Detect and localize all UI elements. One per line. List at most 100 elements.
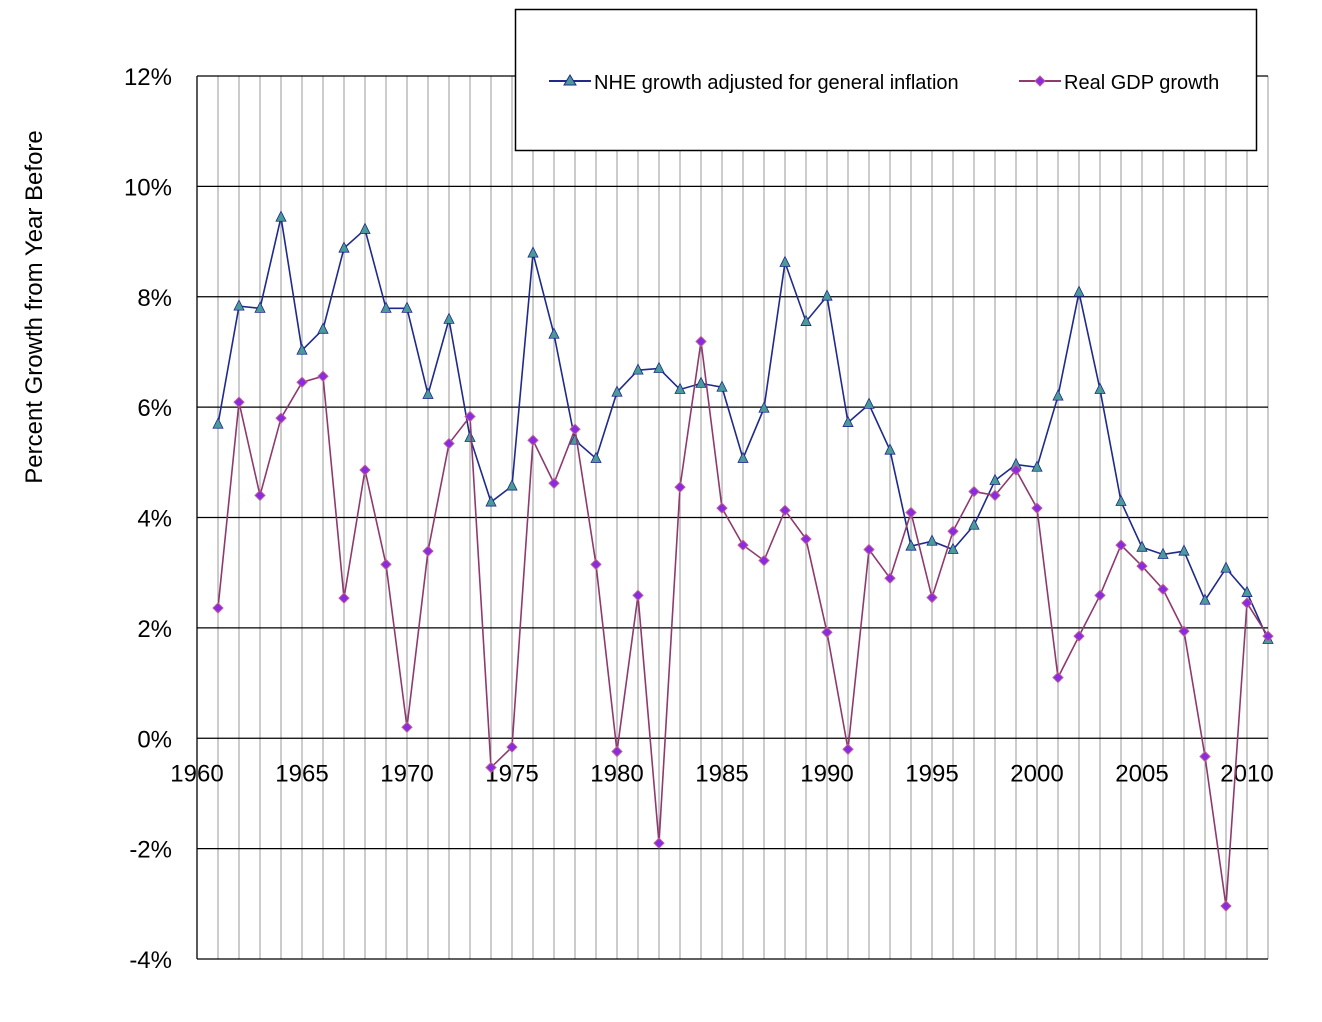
y-tick-label: 2% bbox=[137, 616, 172, 643]
data-point-triangle bbox=[1073, 285, 1085, 297]
data-point-triangle bbox=[296, 343, 308, 355]
data-point-triangle bbox=[590, 451, 602, 463]
data-point-triangle bbox=[1031, 460, 1043, 472]
grid bbox=[196, 75, 1269, 960]
data-point-diamond bbox=[1094, 589, 1106, 602]
data-point-triangle bbox=[359, 222, 371, 234]
data-point-diamond bbox=[926, 591, 938, 604]
data-point-triangle bbox=[338, 241, 350, 253]
data-point-diamond bbox=[674, 481, 686, 493]
data-point-triangle bbox=[863, 397, 875, 409]
data-point-triangle bbox=[1052, 389, 1064, 401]
data-point-triangle bbox=[1199, 593, 1211, 605]
data-point-triangle bbox=[989, 473, 1001, 485]
data-point-diamond bbox=[821, 626, 833, 638]
data-point-diamond bbox=[254, 489, 266, 502]
data-point-diamond bbox=[779, 504, 791, 517]
legend-marker-nhe bbox=[563, 74, 577, 86]
x-tick-label: 1965 bbox=[275, 760, 328, 787]
data-point-diamond bbox=[401, 721, 413, 733]
data-point-diamond bbox=[527, 434, 539, 446]
x-tick-label: 1980 bbox=[590, 760, 643, 787]
data-point-triangle bbox=[506, 479, 518, 491]
data-point-triangle bbox=[926, 534, 938, 546]
data-point-triangle bbox=[1157, 547, 1169, 559]
y-tick-label: 6% bbox=[137, 395, 172, 422]
series-real-gdp-growth bbox=[212, 335, 1274, 912]
data-point-triangle bbox=[548, 327, 560, 339]
x-tick-label: 1995 bbox=[905, 760, 958, 787]
data-point-diamond bbox=[1157, 583, 1169, 595]
data-point-triangle bbox=[1115, 494, 1127, 506]
data-point-diamond bbox=[275, 412, 287, 424]
legend: NHE growth adjusted for general inflatio… bbox=[514, 8, 1258, 152]
x-tick-label: 1960 bbox=[170, 760, 223, 787]
series-layer bbox=[212, 210, 1274, 912]
data-point-triangle bbox=[947, 542, 959, 554]
data-point-triangle bbox=[233, 299, 245, 311]
data-point-diamond bbox=[1220, 900, 1232, 912]
x-tick-labels: 1960 1965 1970 1975 1980 1985 1990 1995 2000 2005… bbox=[170, 760, 1273, 787]
legend-box bbox=[514, 8, 1258, 152]
data-point-triangle bbox=[758, 401, 770, 413]
data-point-triangle bbox=[842, 415, 854, 427]
data-point-triangle bbox=[422, 387, 434, 399]
data-point-triangle bbox=[884, 443, 896, 455]
data-point-diamond bbox=[716, 502, 728, 514]
data-point-diamond bbox=[1241, 597, 1253, 609]
data-point-triangle bbox=[1220, 561, 1232, 573]
data-point-diamond bbox=[1136, 560, 1148, 572]
data-point-diamond bbox=[758, 554, 770, 567]
y-tick-label: 0% bbox=[137, 726, 172, 753]
y-tick-label: 4% bbox=[137, 506, 172, 533]
x-tick-label: 2000 bbox=[1010, 760, 1063, 787]
data-point-diamond bbox=[632, 589, 644, 602]
data-point-diamond bbox=[485, 761, 497, 774]
y-tick-label: -2% bbox=[129, 837, 172, 864]
data-point-diamond bbox=[884, 572, 896, 584]
data-point-triangle bbox=[1241, 585, 1253, 597]
y-tick-labels: -4% -2% 0% 2% 4% 6% 8% 10% 12% bbox=[124, 64, 172, 974]
data-point-diamond bbox=[380, 558, 392, 571]
legend-label-nhe: NHE growth adjusted for general inflatio… bbox=[594, 72, 959, 94]
data-point-diamond bbox=[968, 485, 980, 498]
data-point-diamond bbox=[1115, 539, 1127, 551]
data-point-triangle bbox=[632, 363, 644, 375]
data-point-diamond bbox=[947, 525, 959, 538]
data-point-triangle bbox=[737, 451, 749, 463]
y-axis-label: Percent Growth from Year Before bbox=[21, 130, 48, 484]
x-tick-label: 2010 bbox=[1220, 760, 1273, 787]
legend-label-gdp: Real GDP growth bbox=[1064, 72, 1219, 94]
data-point-diamond bbox=[611, 745, 623, 758]
data-point-triangle bbox=[968, 518, 980, 530]
y-tick-label: -4% bbox=[129, 947, 172, 974]
data-point-diamond bbox=[1052, 671, 1064, 684]
x-tick-label: 1985 bbox=[695, 760, 748, 787]
data-point-diamond bbox=[338, 592, 350, 604]
data-point-diamond bbox=[233, 396, 245, 408]
data-point-triangle bbox=[695, 376, 707, 388]
y-tick-label: 10% bbox=[124, 174, 172, 201]
data-point-triangle bbox=[779, 255, 791, 267]
data-point-diamond bbox=[569, 423, 581, 435]
data-point-diamond bbox=[296, 376, 308, 388]
data-point-diamond bbox=[464, 410, 476, 423]
data-point-triangle bbox=[653, 361, 665, 373]
data-point-triangle bbox=[674, 382, 686, 394]
data-point-diamond bbox=[863, 543, 875, 556]
x-tick-label: 1970 bbox=[380, 760, 433, 787]
data-point-triangle bbox=[401, 301, 413, 313]
data-point-triangle bbox=[464, 430, 476, 442]
data-point-diamond bbox=[422, 545, 434, 557]
data-point-diamond bbox=[1262, 630, 1274, 642]
data-point-diamond bbox=[1199, 750, 1211, 763]
data-point-triangle bbox=[527, 246, 539, 258]
data-point-diamond bbox=[1178, 625, 1190, 637]
data-point-diamond bbox=[653, 837, 665, 849]
data-point-triangle bbox=[443, 312, 455, 324]
data-point-diamond bbox=[548, 477, 560, 489]
data-point-diamond bbox=[590, 558, 602, 571]
data-point-diamond bbox=[989, 489, 1001, 502]
data-point-triangle bbox=[275, 210, 287, 222]
